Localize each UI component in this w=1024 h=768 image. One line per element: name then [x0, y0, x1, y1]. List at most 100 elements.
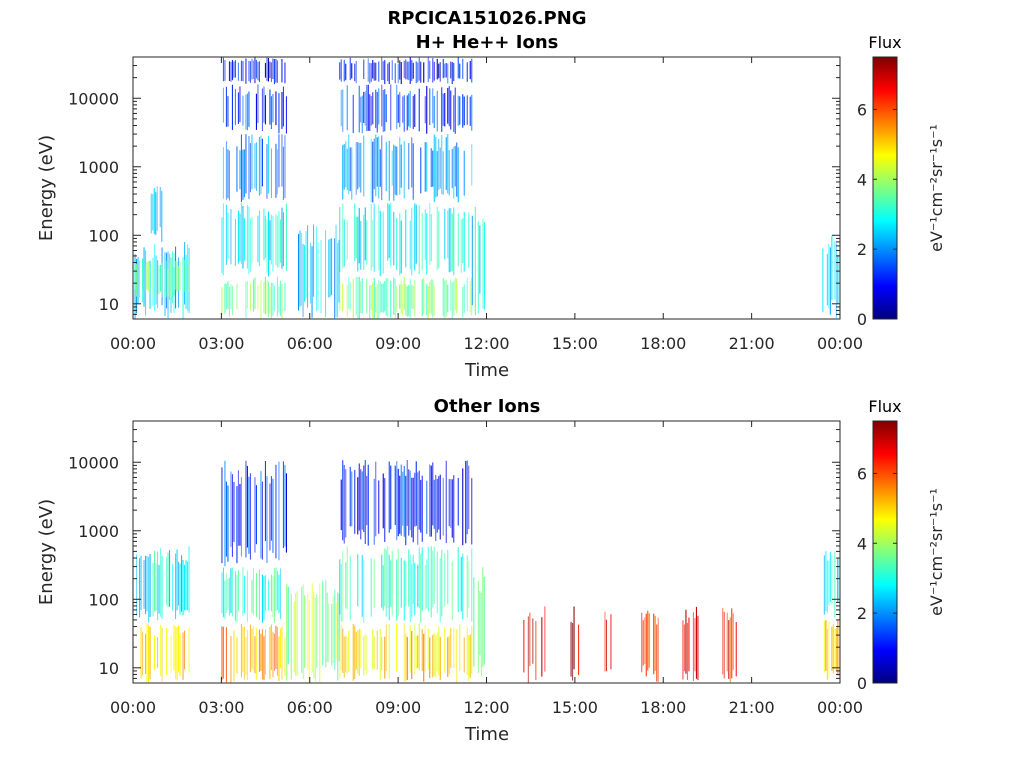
- heatmap-cell: [825, 551, 827, 611]
- heatmap-block: [340, 84, 473, 134]
- heatmap-cell: [145, 633, 147, 674]
- heatmap-cell: [423, 633, 425, 682]
- heatmap-cell: [457, 547, 459, 613]
- heatmap-cell: [304, 245, 306, 302]
- heatmap-cell: [293, 601, 295, 673]
- heatmap-cell: [281, 284, 283, 319]
- heatmap-cell: [430, 213, 432, 262]
- heatmap-cell: [483, 222, 485, 310]
- heatmap-cell: [352, 278, 354, 318]
- heatmap-cell: [408, 284, 410, 317]
- heatmap-cell: [161, 627, 163, 682]
- heatmap-cell: [335, 224, 337, 318]
- heatmap-cell: [284, 637, 286, 676]
- heatmap-cell: [460, 556, 462, 612]
- heatmap-cell: [290, 593, 292, 680]
- heatmap-cell: [373, 203, 375, 272]
- heatmap-cell: [228, 287, 230, 317]
- heatmap-block: [339, 623, 473, 683]
- heatmap-cell: [267, 281, 269, 317]
- heatmap-cell: [479, 225, 481, 294]
- heatmap-cell: [184, 564, 186, 611]
- heatmap-cell: [834, 551, 836, 618]
- x-tick-label: 12:00: [463, 698, 509, 717]
- heatmap-cell: [387, 202, 389, 261]
- heatmap-cell: [409, 90, 411, 128]
- heatmap-cell: [459, 96, 461, 125]
- heatmap-cell: [272, 282, 274, 316]
- heatmap-cell: [644, 617, 646, 665]
- heatmap-cell: [439, 636, 441, 680]
- heatmap-cell: [409, 625, 411, 673]
- heatmap-cell: [432, 88, 434, 124]
- heatmap-cell: [270, 476, 272, 541]
- heatmap-cell: [432, 58, 434, 83]
- heatmap-cell: [417, 472, 419, 545]
- heatmap-cell: [237, 92, 239, 124]
- heatmap-cell: [361, 554, 363, 617]
- heatmap-cell: [342, 89, 344, 132]
- heatmap-cell: [387, 63, 389, 82]
- heatmap-cell: [373, 559, 375, 609]
- heatmap-cell: [281, 134, 283, 187]
- heatmap-cell: [358, 276, 360, 319]
- heatmap-cell: [427, 546, 429, 612]
- heatmap-cell: [385, 278, 387, 316]
- heatmap-cell: [822, 248, 824, 313]
- heatmap-cell: [444, 627, 446, 673]
- heatmap-cell: [450, 479, 452, 528]
- heatmap-cell: [278, 574, 280, 613]
- heatmap-cell: [181, 555, 183, 612]
- heatmap-cell: [468, 561, 470, 608]
- heatmap-cell: [275, 59, 277, 83]
- heatmap-cell: [403, 560, 405, 621]
- y-axis-label: Energy (eV): [36, 135, 57, 241]
- heatmap-cell: [242, 149, 244, 200]
- heatmap-cell: [445, 280, 447, 317]
- heatmap-cell: [230, 636, 232, 683]
- heatmap-block: [523, 606, 546, 683]
- heatmap-cell: [396, 84, 398, 129]
- heatmap-cell: [388, 140, 390, 201]
- heatmap-cell: [328, 239, 330, 298]
- heatmap-cell: [176, 261, 178, 292]
- heatmap-cell: [358, 85, 360, 133]
- heatmap-cell: [296, 590, 298, 676]
- heatmap-cell: [345, 469, 347, 538]
- heatmap-cell: [146, 623, 148, 682]
- heatmap-cell: [405, 283, 407, 316]
- heatmap-cell: [385, 141, 387, 192]
- heatmap-cell: [418, 88, 420, 132]
- heatmap-cell: [172, 251, 174, 304]
- heatmap-cell: [270, 574, 272, 612]
- heatmap-cell: [224, 60, 226, 81]
- x-tick-label: 12:00: [463, 334, 509, 353]
- heatmap-cell: [304, 595, 306, 668]
- heatmap-cell: [246, 280, 248, 309]
- heatmap-cell: [381, 636, 383, 671]
- heatmap-cell: [424, 96, 426, 124]
- heatmap-cell: [357, 477, 359, 535]
- heatmap-cell: [438, 211, 440, 269]
- heatmap-cell: [432, 462, 434, 526]
- heatmap-block: [339, 57, 473, 85]
- heatmap-cell: [278, 211, 280, 268]
- heatmap-cell: [282, 86, 284, 127]
- heatmap-cell: [453, 62, 455, 82]
- heatmap-cell: [273, 285, 275, 312]
- heatmap-cell: [450, 90, 452, 130]
- heatmap-cell: [388, 461, 390, 533]
- heatmap-cell: [688, 617, 690, 672]
- heatmap-cell: [284, 62, 286, 84]
- heatmap-cell: [269, 286, 271, 314]
- heatmap-cell: [237, 470, 239, 546]
- heatmap-cell: [399, 137, 401, 195]
- heatmap-cell: [310, 242, 312, 304]
- colorbar-tick-label: 0: [857, 310, 867, 329]
- heatmap-cell: [245, 460, 247, 558]
- heatmap-cell: [397, 94, 399, 123]
- heatmap-cell: [460, 219, 462, 274]
- x-tick-label: 03:00: [198, 334, 244, 353]
- heatmap-cell: [396, 217, 398, 270]
